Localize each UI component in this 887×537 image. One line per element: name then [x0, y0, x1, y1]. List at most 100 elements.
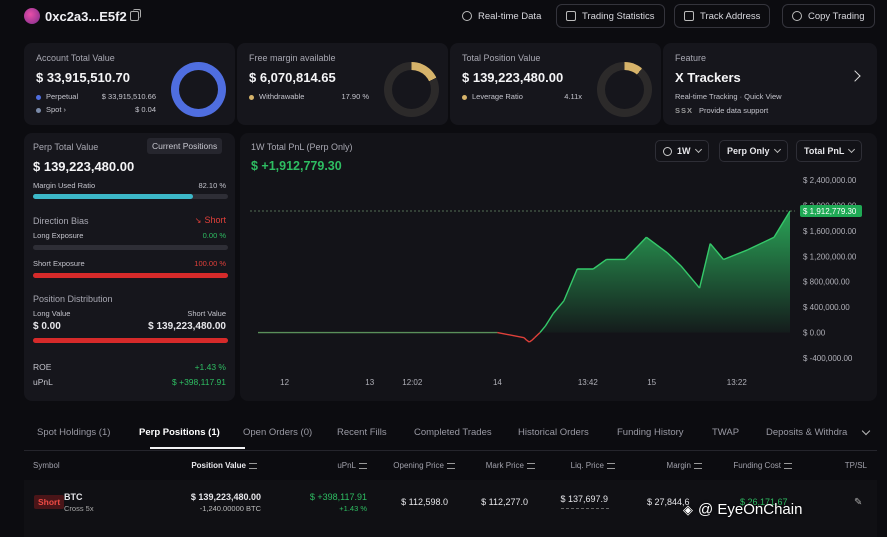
chevron-down-icon — [694, 145, 702, 154]
table-row[interactable]: Short BTC Cross 5x $ 139,223,480.00 -1,2… — [24, 480, 877, 537]
margin-used-label: Margin Used Ratio — [33, 181, 96, 190]
column-header-opening-price[interactable]: Opening Price — [393, 461, 455, 470]
track-address-label: Track Address — [700, 10, 761, 22]
perpetual-row: Perpetual $ 33,915,510.66 — [36, 92, 156, 101]
last-value-tag — [800, 204, 862, 217]
column-header-funding-cost[interactable]: Funding Cost — [733, 461, 792, 470]
margin-used-bar — [33, 194, 228, 199]
perp-total-title: Perp Total Value — [33, 142, 99, 152]
column-header-tp-sl: TP/SL — [845, 461, 867, 470]
short-exposure-fill — [33, 273, 228, 278]
tabs-divider — [24, 450, 877, 451]
x-tick-label: 12 — [280, 378, 289, 387]
realtime-data-button[interactable]: Real-time Data — [452, 4, 551, 28]
tab-deposits-withdra[interactable]: Deposits & Withdra — [766, 427, 848, 438]
roe-value: +1.43 % — [194, 362, 226, 372]
margin-used-fill — [33, 194, 194, 199]
tab-funding-history[interactable]: Funding History — [617, 427, 684, 438]
y-tick-label: $ 1,200,000.00 — [803, 252, 857, 261]
perp-total-value: $ 139,223,480.00 — [33, 159, 135, 174]
sort-icon — [607, 462, 615, 469]
position-donut-chart — [597, 62, 652, 117]
chevron-right-icon[interactable] — [849, 70, 861, 82]
column-header-mark-price[interactable]: Mark Price — [486, 461, 535, 470]
margin-cell: $ 27,844,6 — [647, 497, 690, 507]
roe-label: ROE — [33, 362, 52, 372]
opening-price-cell: $ 112,598.0 — [401, 497, 448, 507]
upnl-value: $ +398,117.91 — [172, 377, 226, 387]
tab-historical-orders[interactable]: Historical Orders — [518, 427, 589, 438]
pnl-line-segment — [773, 210, 791, 238]
realtime-data-label: Real-time Data — [478, 10, 542, 22]
feature-card[interactable]: Feature X Trackers Real-time Tracking · … — [663, 43, 877, 125]
total-position-card: Total Position Value $ 139,223,480.00 Le… — [450, 43, 661, 125]
short-value-label: Short Value — [187, 309, 226, 318]
direction-bias-text: Short — [204, 215, 226, 225]
column-header-symbol: Symbol — [33, 461, 60, 470]
feature-subtitle: Real-time Tracking · Quick View — [675, 92, 782, 101]
track-address-button[interactable]: Track Address — [674, 4, 771, 28]
leverage-dot-icon — [462, 94, 467, 100]
free-margin-value: $ 6,070,814.65 — [249, 70, 336, 85]
perp-total-panel: Perp Total Value Current Positions $ 139… — [24, 133, 235, 401]
total-position-value: $ 139,223,480.00 — [462, 70, 564, 85]
short-exposure-value: 100.00 % — [194, 259, 226, 268]
spot-label: Spot — [46, 105, 62, 114]
metric-select-value: Total PnL — [804, 146, 845, 156]
feature-title: X Trackers — [675, 70, 741, 85]
pnl-line-segment — [531, 337, 536, 341]
x-tick-label: 13 — [365, 378, 374, 387]
spot-value: $ 0.04 — [135, 105, 156, 114]
tab-perp-positions-1[interactable]: Perp Positions (1) — [139, 427, 220, 438]
tab-twap[interactable]: TWAP — [712, 427, 740, 438]
withdrawable-dot-icon — [249, 94, 254, 100]
positions-tabs: Spot Holdings (1) Perp Positions (1) Open … — [24, 414, 877, 450]
tab-completed-trades[interactable]: Completed Trades — [414, 427, 492, 438]
column-header-position-value[interactable]: Position Value — [191, 461, 257, 470]
column-header-liq-price[interactable]: Liq. Price — [571, 461, 615, 470]
pnl-line-segment — [563, 268, 578, 302]
clock-icon — [663, 146, 672, 156]
spot-row[interactable]: Spot › $ 0.04 — [36, 105, 156, 114]
withdrawable-value: 17.90 % — [341, 92, 369, 101]
edit-tpsl-icon[interactable]: ✎ — [854, 497, 863, 508]
x-tick-label: 12:02 — [402, 378, 423, 387]
y-tick-label: $ 0.00 — [803, 329, 826, 338]
pnl-area-chart: $ 2,400,000.00$ 2,000,000.00$ 1,600,000.… — [250, 176, 862, 387]
pnl-line-segment — [667, 252, 682, 267]
margin-donut-chart — [384, 62, 439, 117]
column-header-upnl[interactable]: uPnL — [337, 461, 367, 470]
chevron-down-icon — [848, 145, 856, 154]
direction-bias-label: Direction Bias — [33, 216, 89, 226]
copy-trading-button[interactable]: Copy Trading — [782, 4, 875, 28]
position-value-cell: $ 139,223,480.00 — [190, 492, 261, 502]
liq-price-underline — [561, 508, 609, 509]
tab-recent-fills[interactable]: Recent Fills — [337, 427, 387, 438]
current-positions-badge[interactable]: Current Positions — [147, 138, 223, 154]
copy-icon[interactable] — [130, 9, 141, 21]
watermark: ◈ @ EyeOnChain — [683, 501, 802, 518]
feature-label: Feature — [675, 53, 707, 63]
trading-statistics-button[interactable]: Trading Statistics — [556, 4, 665, 28]
pnl-chart-value: $ +1,912,779.30 — [251, 159, 342, 173]
metric-select[interactable]: Total PnL — [796, 140, 863, 162]
scope-select[interactable]: Perp Only — [719, 140, 788, 162]
sort-icon — [359, 462, 367, 469]
pnl-line-segment — [534, 332, 541, 339]
funding-cost-cell: $ 26,171.67 — [740, 497, 788, 507]
provider-row: SSX Provide data support — [675, 106, 768, 115]
column-header-margin[interactable]: Margin — [667, 461, 702, 470]
distribution-short-fill — [33, 338, 228, 343]
tab-open-orders-0[interactable]: Open Orders (0) — [243, 427, 313, 438]
range-select-value: 1W — [677, 146, 691, 156]
top-bar: 0xc2a3...E5f2 Real-time Data Trading Sta… — [0, 0, 887, 34]
long-exposure-bar — [33, 245, 228, 250]
pnl-line-segment — [497, 331, 525, 339]
pnl-line-segment — [723, 249, 748, 261]
binance-diamond-icon: ◈ — [683, 501, 693, 517]
pnl-line-segment — [624, 236, 647, 260]
tab-spot-holdings-1[interactable]: Spot Holdings (1) — [37, 427, 111, 438]
range-select[interactable]: 1W — [655, 140, 709, 162]
leverage-value: 4.11x — [564, 92, 582, 101]
active-tab-underline — [150, 447, 245, 449]
